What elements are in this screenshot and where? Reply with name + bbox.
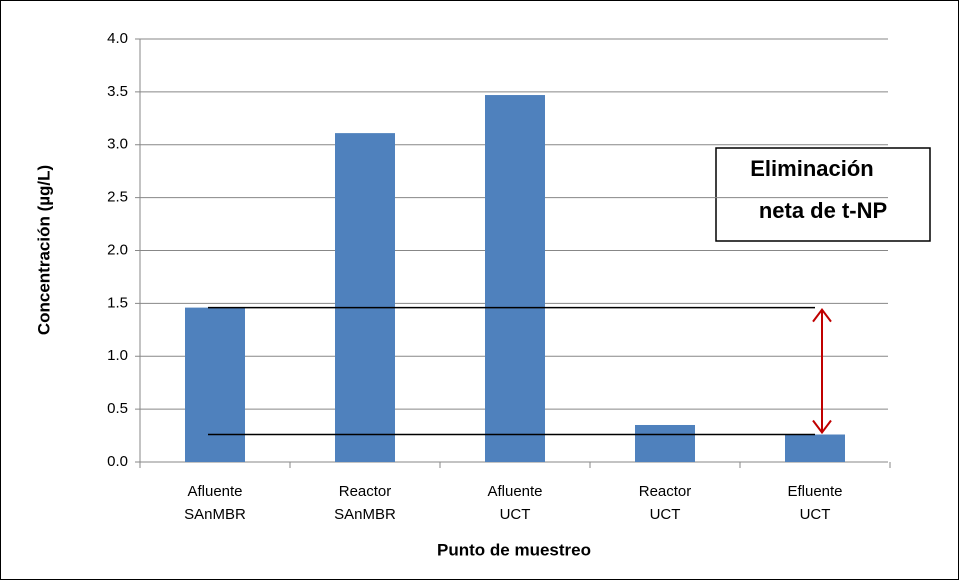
arrow-head — [812, 419, 832, 435]
y-tick-label: 2.5 — [107, 189, 128, 206]
x-tick-label: UCT — [800, 506, 831, 523]
y-axis-title: Concentración (µg/L) — [34, 165, 53, 335]
bar — [335, 133, 395, 462]
bar — [485, 95, 545, 463]
x-tick-label: SAnMBR — [334, 506, 396, 523]
x-tick-label: Efluente — [787, 483, 842, 500]
annotation-text: Eliminación — [750, 156, 873, 181]
bar — [635, 424, 695, 462]
y-tick-label: 2.0 — [107, 241, 128, 258]
y-tick-label: 0.0 — [107, 453, 128, 470]
x-axis-title: Punto de muestreo — [437, 540, 591, 559]
y-tick-label: 3.5 — [107, 83, 128, 100]
y-tick-label: 3.0 — [107, 136, 128, 153]
x-tick-label: Reactor — [339, 483, 392, 500]
x-tick-label: Afluente — [187, 483, 242, 500]
x-tick-label: UCT — [500, 506, 531, 523]
annotation-box — [715, 147, 931, 242]
x-tick-label: SAnMBR — [184, 506, 246, 523]
x-tick-label: Reactor — [639, 483, 692, 500]
bar — [785, 434, 845, 462]
arrow-head — [812, 307, 832, 323]
bar — [185, 307, 245, 462]
annotation-text: neta de t-NP — [759, 198, 887, 223]
y-tick-label: 0.5 — [107, 400, 128, 417]
y-tick-label: 1.5 — [107, 294, 128, 311]
y-tick-label: 4.0 — [107, 30, 128, 47]
x-tick-label: UCT — [650, 506, 681, 523]
x-tick-label: Afluente — [487, 483, 542, 500]
y-tick-label: 1.0 — [107, 347, 128, 364]
